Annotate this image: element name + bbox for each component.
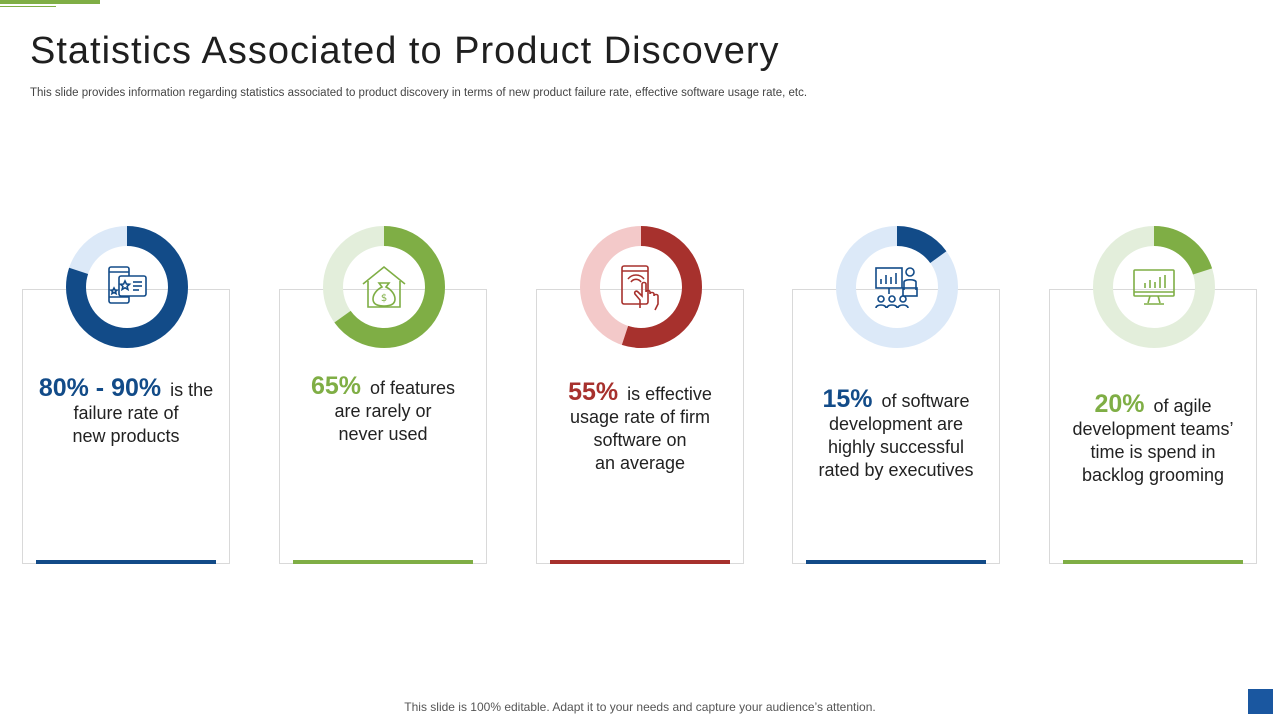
stat-line: an average bbox=[594, 453, 686, 473]
stat-percent: 80% - 90% bbox=[38, 374, 162, 402]
stat-line: development teams’ bbox=[1072, 419, 1234, 439]
top-accent-bar bbox=[0, 0, 100, 4]
donut-ring bbox=[64, 224, 190, 350]
presentation-audience-icon bbox=[875, 267, 918, 309]
stat-line: usage rate of firm bbox=[569, 407, 711, 427]
donut-arc bbox=[836, 226, 958, 348]
card-bottom-bar bbox=[293, 560, 473, 564]
stat-text: 65% of features are rarely or never used bbox=[288, 372, 478, 446]
card-bottom-bar bbox=[1063, 560, 1243, 564]
monitor-chart-icon bbox=[1133, 269, 1175, 305]
card-bottom-bar bbox=[36, 560, 216, 564]
stat-line: new products bbox=[72, 426, 180, 446]
stat-line: are rarely or bbox=[334, 401, 432, 421]
stat-text: 15% of software development are highly s… bbox=[801, 385, 991, 482]
card-bottom-bar bbox=[550, 560, 730, 564]
card-bottom-bar bbox=[806, 560, 986, 564]
stat-percent: 15% bbox=[822, 385, 873, 413]
stat-line: of features bbox=[370, 378, 456, 398]
top-accent-line bbox=[0, 6, 56, 7]
footer-note: This slide is 100% editable. Adapt it to… bbox=[404, 700, 876, 714]
donut-arc bbox=[66, 226, 188, 348]
donut-ring bbox=[578, 224, 704, 350]
stat-line: rated by executives bbox=[818, 460, 974, 480]
tablet-touch-icon bbox=[621, 265, 659, 311]
page-subtitle: This slide provides information regardin… bbox=[30, 87, 808, 99]
stat-text: 20% of agile development teams’ time is … bbox=[1058, 390, 1248, 487]
stat-line: of software bbox=[881, 391, 970, 411]
mobile-rating-icon bbox=[108, 266, 147, 304]
donut-arc bbox=[580, 226, 702, 348]
stat-line: is effective bbox=[627, 384, 712, 404]
stat-percent: 20% bbox=[1094, 390, 1145, 418]
stat-percent: 55% bbox=[568, 378, 619, 406]
stat-line: never used bbox=[338, 424, 428, 444]
stat-text: 55% is effective usage rate of firm soft… bbox=[545, 378, 735, 475]
stat-text: 80% - 90% is the failure rate of new pro… bbox=[31, 374, 221, 448]
corner-square bbox=[1248, 689, 1273, 714]
money-house-icon: $ bbox=[362, 265, 406, 308]
stat-line: backlog grooming bbox=[1081, 465, 1225, 485]
donut-ring bbox=[1091, 224, 1217, 350]
svg-text:$: $ bbox=[381, 293, 387, 304]
page-title: Statistics Associated to Product Discove… bbox=[30, 30, 780, 72]
stat-card-backlog-grooming: 20% of agile development teams’ time is … bbox=[1049, 289, 1257, 564]
donut-arc bbox=[323, 226, 445, 348]
stat-line: is the bbox=[170, 380, 214, 400]
donut-ring bbox=[834, 224, 960, 350]
donut-arc bbox=[1093, 226, 1215, 348]
stat-percent: 65% bbox=[310, 372, 361, 400]
stat-line: failure rate of bbox=[73, 403, 179, 423]
stat-line: highly successful bbox=[827, 437, 965, 457]
stat-line: software on bbox=[593, 430, 687, 450]
donut-ring: $ bbox=[321, 224, 447, 350]
stat-line: time is spend in bbox=[1090, 442, 1216, 462]
stat-line: of agile bbox=[1153, 396, 1212, 416]
stat-line: development are bbox=[828, 414, 964, 434]
